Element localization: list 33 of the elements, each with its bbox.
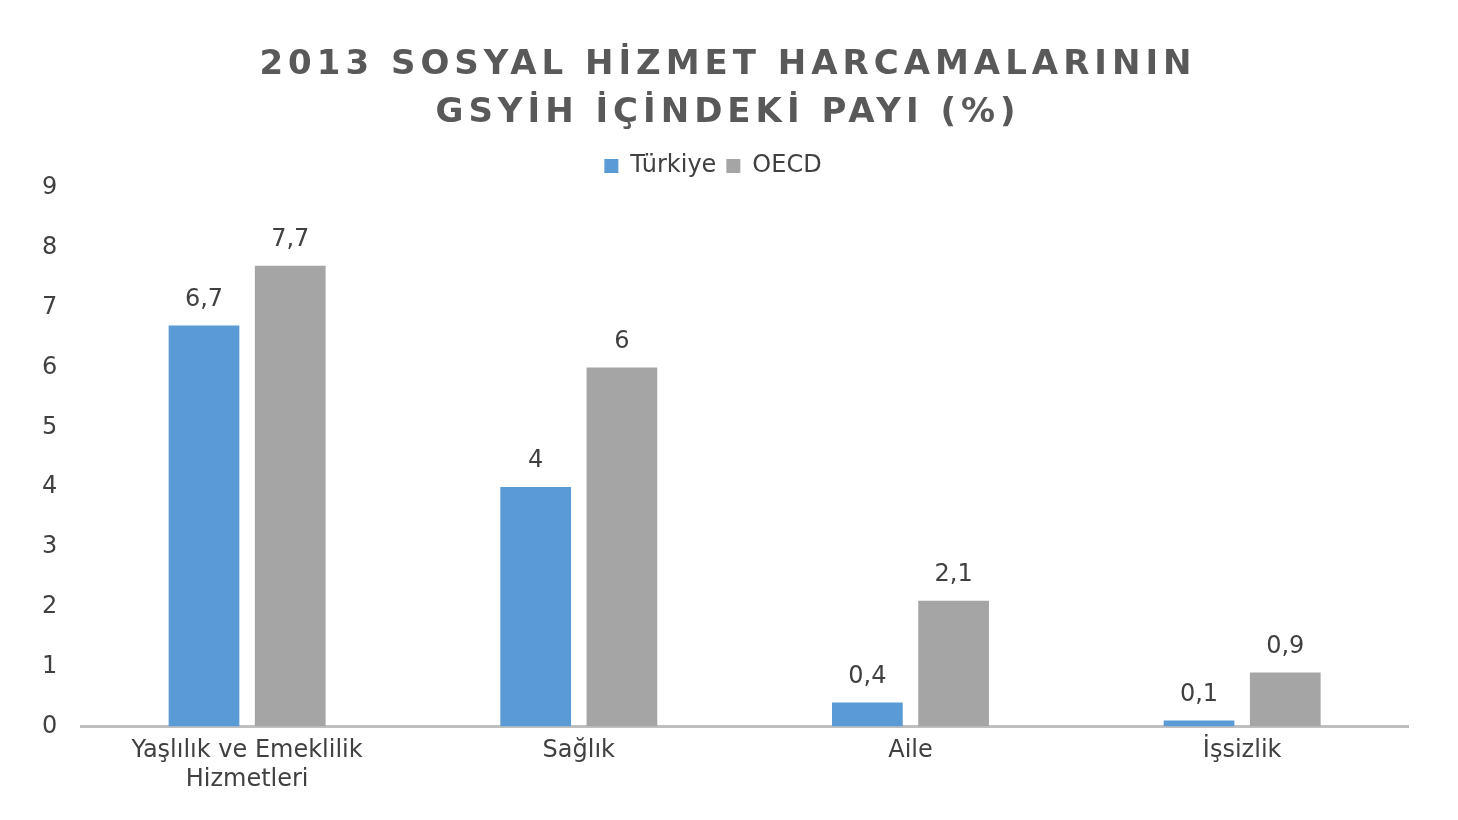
y-tick-label: 6 bbox=[41, 351, 58, 380]
bar bbox=[168, 325, 240, 727]
y-tick-label: 4 bbox=[41, 471, 58, 500]
data-label: 6,7 bbox=[184, 283, 224, 312]
x-tick-label: İşsizlik bbox=[1202, 734, 1282, 764]
y-tick-label: 9 bbox=[41, 172, 58, 201]
y-tick-label: 3 bbox=[41, 531, 58, 560]
data-label: 0,4 bbox=[848, 660, 887, 689]
y-tick-label: 5 bbox=[41, 411, 58, 440]
data-label: 0,9 bbox=[1266, 630, 1305, 659]
bar bbox=[1249, 672, 1321, 727]
data-label: 7,7 bbox=[271, 224, 310, 252]
y-tick-label: 0 bbox=[41, 710, 58, 739]
data-label: 6 bbox=[614, 325, 630, 354]
y-tick-label: 7 bbox=[41, 291, 58, 320]
bar bbox=[918, 600, 989, 727]
legend-label: Türkiye bbox=[629, 150, 717, 179]
data-label: 0,1 bbox=[1179, 678, 1219, 707]
y-tick-label: 1 bbox=[41, 650, 58, 679]
x-tick-label: Aile bbox=[888, 735, 933, 764]
x-tick-label: Sağlık bbox=[542, 735, 616, 764]
y-tick-label: 8 bbox=[41, 232, 58, 261]
data-label: 2,1 bbox=[934, 559, 973, 588]
bar bbox=[500, 487, 572, 727]
bar bbox=[254, 265, 326, 727]
chart-title: 2013 SOSYAL HİZMET HARCAMALARININ GSYİH İÇİNDEKİ PAYI (%) bbox=[258, 41, 1198, 132]
bar bbox=[832, 702, 903, 727]
x-tick-label: Yaşlılık ve Emeklilik Hizmetleri bbox=[130, 735, 363, 792]
data-label: 4 bbox=[528, 445, 544, 474]
bar bbox=[586, 367, 658, 727]
bar bbox=[1163, 720, 1235, 727]
y-tick-label: 2 bbox=[41, 590, 58, 619]
legend-label: OECD bbox=[752, 150, 822, 179]
